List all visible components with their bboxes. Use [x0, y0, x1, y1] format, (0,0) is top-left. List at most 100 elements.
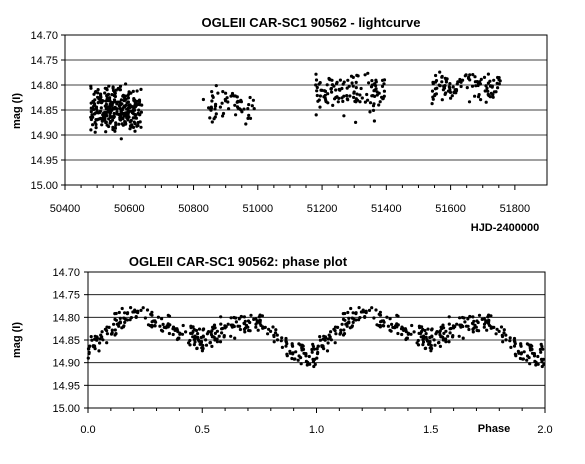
lightcurve-point [252, 107, 256, 111]
lightcurve-point [486, 89, 490, 93]
phase-plot-point [191, 325, 195, 329]
lightcurve-point [489, 84, 493, 88]
phase-plot-point [199, 341, 203, 345]
lightcurve-point [105, 93, 110, 97]
phase-plot-point [275, 333, 279, 337]
phase-plot-point [412, 330, 416, 334]
phase-plot-point [114, 311, 118, 316]
phase-plot-point [100, 330, 104, 334]
phase-plot-point [385, 315, 389, 319]
phase-plot-point [513, 342, 517, 346]
lightcurve-point [112, 111, 116, 116]
phase-plot-point [315, 356, 319, 360]
lightcurve-point [444, 91, 448, 95]
phase-plot-point [448, 327, 452, 331]
phase-plot-point [315, 347, 319, 351]
phase-plot-point [161, 322, 165, 326]
lightcurve-point [234, 113, 238, 117]
lightcurve-point [226, 100, 230, 104]
phase-plot-point [318, 338, 322, 342]
phase-plot-point [135, 310, 139, 314]
lightcurve-point [330, 90, 334, 94]
phase-plot-point [300, 348, 304, 352]
lightcurve-point [112, 94, 116, 98]
phase-plot-point [234, 316, 238, 320]
lightcurve-point [91, 123, 95, 127]
phase-plot-point [518, 356, 523, 361]
phase-plot-point [275, 338, 280, 342]
phase-plot-point [304, 354, 308, 358]
phase-plot-point [188, 338, 192, 343]
lightcurve-point [317, 82, 321, 86]
phase-plot-point [296, 358, 300, 362]
lightcurve-point [107, 117, 111, 121]
phase-plot-point [114, 332, 118, 336]
lightcurve-point [132, 120, 136, 124]
lightcurve-point [329, 87, 333, 91]
phase-plot-point [477, 313, 482, 317]
phase-plot-y-tick-label: 14.85 [52, 335, 80, 347]
phase-plot-gridlines [88, 294, 545, 386]
phase-plot-point [192, 338, 197, 342]
phase-plot-point [447, 322, 451, 326]
phase-plot-point [468, 314, 472, 319]
lightcurve-point [248, 95, 252, 100]
phase-plot-point [112, 322, 116, 326]
lightcurve-point [355, 92, 359, 96]
phase-plot-point [499, 325, 504, 329]
lightcurve-point [109, 120, 113, 124]
phase-plot-point [184, 330, 188, 334]
lightcurve-point [94, 122, 98, 127]
lightcurve-y-ticks: 14.70 14.75 14.80 14.85 14.90 14.95 15.00 [30, 30, 65, 192]
lightcurve-point [473, 75, 477, 79]
phase-plot-point [329, 338, 333, 342]
lightcurve-point [120, 112, 124, 116]
phase-plot-point [291, 352, 295, 356]
lightcurve-point [477, 80, 481, 84]
phase-plot-point [307, 354, 311, 359]
phase-plot-point [197, 327, 202, 331]
lightcurve-point [340, 96, 344, 100]
phase-plot-point [128, 318, 132, 322]
phase-plot-point [466, 317, 470, 321]
phase-plot-point [305, 363, 309, 367]
phase-plot-point [340, 322, 344, 326]
phase-plot-point [346, 310, 350, 315]
lightcurve-point [337, 96, 341, 100]
phase-plot-point [354, 311, 358, 315]
lightcurve-point [382, 82, 386, 86]
lightcurve-point [330, 83, 335, 87]
phase-plot-point [87, 347, 91, 351]
phase-plot-point [204, 338, 208, 342]
phase-plot-point [98, 341, 102, 345]
lightcurve-point [134, 116, 138, 120]
phase-plot-point [370, 306, 374, 310]
phase-plot-point [193, 334, 197, 338]
lightcurve-point [129, 118, 133, 123]
phase-plot-point [213, 338, 217, 342]
lightcurve-point [315, 85, 319, 90]
phase-plot-point [350, 324, 354, 328]
phase-plot-point [419, 331, 423, 335]
lightcurve-x-tick-label: 51800 [500, 203, 531, 215]
phase-plot-point [160, 317, 164, 321]
lightcurve-point [314, 72, 318, 76]
phase-plot-point [458, 316, 462, 320]
lightcurve-point [114, 121, 118, 125]
lightcurve-point [103, 91, 107, 95]
phase-plot-point [209, 330, 213, 334]
lightcurve-point [96, 101, 100, 105]
phase-plot-point [139, 308, 143, 312]
phase-plot-point [148, 324, 152, 328]
lightcurve-point [374, 87, 378, 91]
phase-plot-point [97, 349, 101, 353]
phase-plot-point [219, 315, 223, 319]
lightcurve-point [440, 80, 444, 84]
phase-plot-y-tick-label: 14.75 [52, 290, 80, 302]
lightcurve-point [233, 94, 237, 98]
phase-plot-point [272, 340, 276, 344]
lightcurve-point [94, 107, 98, 111]
phase-plot-point [192, 343, 196, 347]
lightcurve-point [440, 74, 444, 79]
lightcurve-x-tick-label: 51000 [243, 203, 274, 215]
